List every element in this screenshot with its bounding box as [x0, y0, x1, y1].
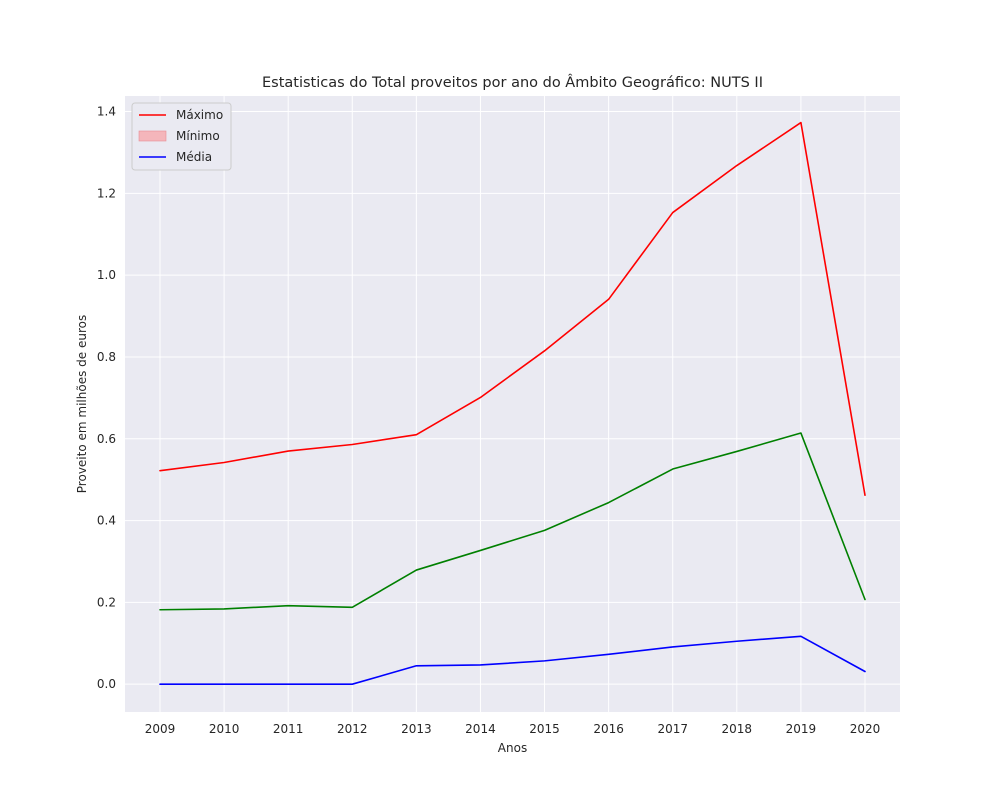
- y-tick-label: 1.2: [97, 186, 116, 200]
- x-tick-label: 2019: [786, 722, 817, 736]
- series-line-2: [159, 635, 866, 685]
- y-axis-title: Proveito em milhões de euros: [75, 315, 89, 493]
- series-line-1: [159, 432, 866, 611]
- legend-frame: [131, 102, 232, 171]
- x-tick-label: 2009: [145, 722, 176, 736]
- series: [159, 121, 866, 685]
- y-tick-label: 0.6: [97, 432, 116, 446]
- y-tick-label: 0.0: [97, 677, 116, 691]
- x-tick-label: 2017: [657, 722, 688, 736]
- y-tick-label: 1.0: [97, 268, 116, 282]
- x-tick-label: 2014: [465, 722, 496, 736]
- y-ticks: 0.0 0.2 0.4 0.6 0.8 1.0 1.2 1.4: [97, 105, 116, 692]
- plot-background: [125, 96, 900, 712]
- legend-swatch-patch: [138, 130, 167, 142]
- y-tick-label: 1.4: [97, 105, 116, 119]
- x-tick-label: 2012: [337, 722, 368, 736]
- series-line-0: [159, 121, 866, 497]
- x-tick-label: 2011: [273, 722, 304, 736]
- legend: Máximo Mínimo Média: [131, 102, 232, 171]
- y-tick-label: 0.4: [97, 514, 116, 528]
- y-tick-label: 0.2: [97, 595, 116, 609]
- x-ticks: 2009 2010 2011 2012 2013 2014 2015 2016 2017 2018…: [145, 722, 881, 736]
- legend-label: Máximo: [176, 108, 223, 122]
- grid: [125, 96, 900, 712]
- x-axis-title: Anos: [498, 741, 527, 755]
- legend-label: Mínimo: [176, 129, 220, 143]
- x-tick-label: 2013: [401, 722, 432, 736]
- y-tick-label: 0.8: [97, 350, 116, 364]
- chart-title: Estatisticas do Total proveitos por ano …: [262, 73, 763, 91]
- x-tick-label: 2020: [850, 722, 881, 736]
- x-tick-label: 2018: [722, 722, 753, 736]
- x-tick-label: 2015: [529, 722, 560, 736]
- x-tick-label: 2010: [209, 722, 240, 736]
- x-tick-label: 2016: [593, 722, 624, 736]
- legend-label: Média: [176, 150, 212, 164]
